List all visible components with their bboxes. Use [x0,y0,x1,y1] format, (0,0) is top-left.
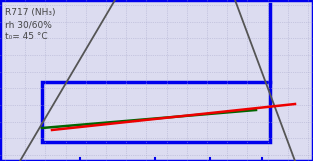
Text: R717 (NH₃): R717 (NH₃) [5,8,55,17]
Text: rh 30/60%: rh 30/60% [5,20,52,29]
Bar [42,82,270,142]
Text: t₀= 45 °C: t₀= 45 °C [5,32,48,41]
